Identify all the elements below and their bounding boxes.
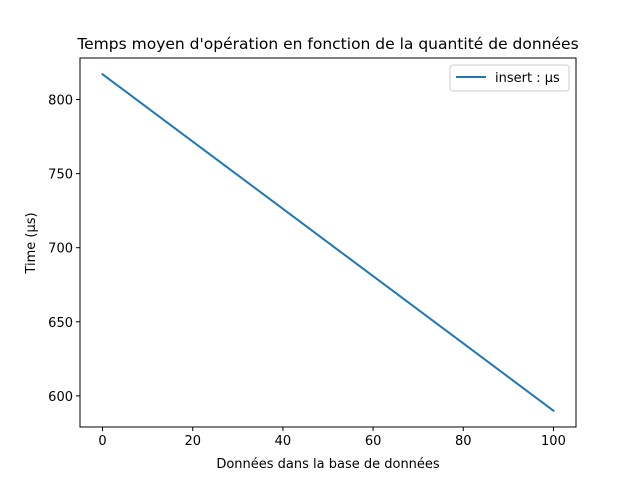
y-tick-label: 600 (48, 390, 73, 405)
legend-box (449, 64, 570, 92)
plot-series (101, 72, 555, 413)
x-axis-ticks: 0 20 40 60 80 100 (98, 427, 566, 449)
x-tick-label: 40 (275, 434, 292, 449)
y-tick-label: 650 (48, 316, 73, 331)
x-tick-label: 100 (541, 434, 566, 449)
x-tick-label: 0 (98, 434, 106, 449)
y-tick-label: 750 (48, 168, 73, 183)
legend-label-insert: insert : µs (495, 71, 560, 86)
x-tick-label: 60 (365, 434, 382, 449)
x-tick-label: 80 (455, 434, 472, 449)
x-tick-label: 20 (184, 434, 201, 449)
chart-title: Temps moyen d'opération en fonction de l… (76, 35, 578, 53)
legend: insert : µs (449, 64, 570, 92)
y-tick-label: 700 (48, 242, 73, 257)
series-line-0 (101, 72, 555, 413)
y-axis-label: Time (µs) (24, 212, 39, 274)
x-axis-label: Données dans la base de données (216, 457, 440, 472)
y-tick-label: 800 (48, 93, 73, 108)
y-axis-ticks: 600 650 700 750 800 (48, 93, 80, 405)
axes-frame (79, 57, 577, 428)
